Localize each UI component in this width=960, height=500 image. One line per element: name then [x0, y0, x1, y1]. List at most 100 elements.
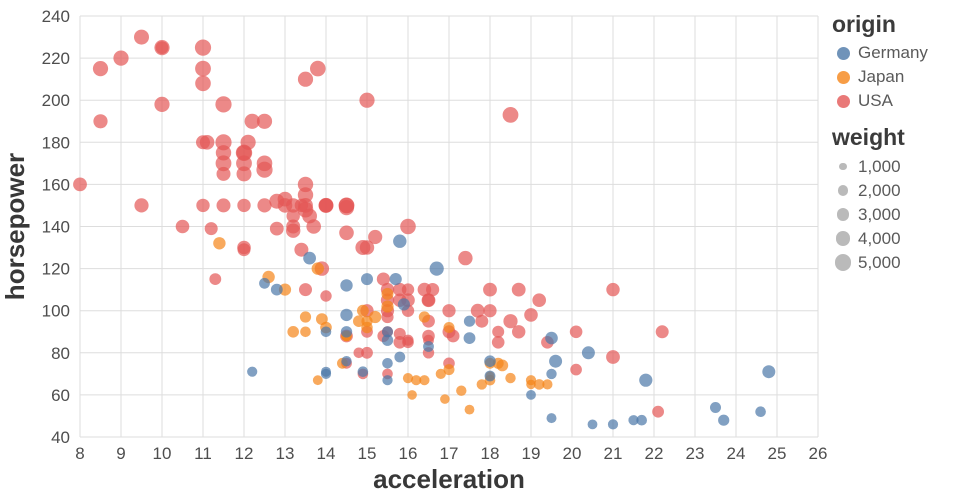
data-point-usa — [417, 282, 432, 297]
data-point-usa — [194, 39, 212, 56]
data-point-japan — [476, 379, 487, 390]
data-point-usa — [175, 219, 190, 234]
x-tick-label: 24 — [727, 444, 746, 463]
data-points — [73, 29, 776, 430]
data-point-germany — [639, 373, 653, 387]
swatch-column — [832, 231, 854, 246]
data-point-japan — [443, 364, 455, 376]
germany-swatch-icon — [836, 46, 850, 60]
data-point-usa — [368, 229, 383, 245]
data-point-usa — [236, 155, 252, 172]
data-point-germany — [340, 326, 353, 338]
data-point-usa — [302, 208, 317, 224]
data-point-germany — [381, 334, 394, 346]
data-point-japan — [311, 262, 324, 275]
data-point-japan — [278, 283, 292, 296]
x-tick-label: 11 — [194, 444, 212, 463]
data-point-usa — [470, 303, 485, 318]
data-point-japan — [361, 321, 373, 334]
x-tick-label: 9 — [116, 444, 125, 463]
data-point-germany — [382, 358, 393, 369]
swatch-column — [832, 70, 854, 84]
data-point-japan — [411, 375, 422, 386]
data-point-usa — [196, 198, 210, 213]
data-point-germany — [546, 413, 557, 424]
y-tick-label: 60 — [51, 386, 70, 405]
y-tick-label: 100 — [42, 302, 70, 321]
data-point-usa — [318, 197, 334, 213]
data-point-germany — [270, 283, 283, 296]
x-tick-label: 19 — [522, 444, 541, 463]
data-point-germany — [393, 234, 407, 248]
data-point-japan — [418, 311, 430, 323]
usa-swatch-icon — [836, 94, 850, 108]
data-point-usa — [320, 290, 332, 302]
x-tick-label: 17 — [440, 444, 459, 463]
weight-legend-title: weight — [832, 124, 905, 151]
size-swatch-5000-icon — [834, 254, 852, 271]
swatch-column — [832, 254, 854, 271]
x-tick-label: 8 — [75, 444, 84, 463]
data-point-germany — [546, 368, 557, 380]
y-tick-label: 200 — [42, 91, 70, 110]
legend-item-japan: Japan — [832, 67, 960, 87]
data-point-usa — [244, 113, 260, 129]
data-point-usa — [286, 209, 300, 223]
data-point-germany — [581, 346, 595, 360]
data-point-japan — [312, 375, 323, 386]
data-point-usa — [393, 282, 407, 297]
legend-item-germany: Germany — [832, 43, 960, 63]
legend-size-label: 2,000 — [858, 180, 901, 200]
data-point-usa — [199, 135, 215, 150]
data-point-germany — [526, 390, 536, 400]
data-point-japan — [542, 379, 553, 390]
data-point-germany — [762, 365, 776, 379]
data-point-usa — [442, 304, 456, 318]
data-point-germany — [607, 419, 619, 430]
data-point-usa — [606, 282, 620, 297]
data-point-germany — [320, 326, 332, 338]
data-point-usa — [402, 334, 414, 346]
data-point-usa — [338, 197, 355, 214]
data-point-usa — [532, 293, 546, 308]
data-point-usa — [524, 308, 538, 322]
data-point-usa — [209, 273, 222, 285]
data-point-usa — [492, 325, 505, 338]
data-point-usa — [155, 41, 169, 54]
legend-size-item-2000: 2,000 — [832, 181, 960, 201]
swatch-column — [832, 46, 854, 60]
data-point-usa — [483, 304, 497, 318]
data-point-japan — [402, 373, 414, 384]
data-point-germany — [718, 414, 730, 426]
data-point-japan — [505, 372, 516, 384]
x-tick-label: 22 — [645, 444, 664, 463]
swatch-column — [832, 208, 854, 221]
data-point-germany — [303, 251, 316, 265]
legend-item-usa: USA — [832, 91, 960, 111]
data-point-usa — [297, 71, 314, 87]
legend: origin Germany Japan USA weight 1,000 2,… — [832, 0, 960, 500]
data-point-germany — [423, 341, 434, 352]
japan-swatch-icon — [836, 70, 850, 84]
data-point-germany — [321, 366, 331, 377]
data-point-usa — [215, 155, 232, 172]
data-point-japan — [353, 315, 365, 328]
data-point-usa — [511, 282, 526, 297]
y-tick-label: 80 — [51, 344, 70, 363]
data-point-germany — [463, 332, 476, 344]
data-point-usa — [204, 222, 218, 236]
x-tick-label: 16 — [399, 444, 418, 463]
data-point-usa — [240, 134, 256, 150]
data-point-germany — [755, 406, 766, 418]
y-tick-label: 220 — [42, 49, 70, 68]
y-axis-tick-labels: 40 60 80 100 120 140 160 180 200 220 240 — [42, 7, 70, 447]
data-point-germany — [397, 298, 410, 311]
data-point-usa — [512, 325, 526, 339]
y-tick-label: 40 — [51, 428, 70, 447]
data-point-usa — [154, 96, 170, 112]
y-tick-label: 240 — [42, 7, 70, 26]
data-point-germany — [340, 308, 353, 322]
data-point-germany — [545, 331, 558, 345]
data-point-germany — [587, 419, 598, 430]
plot-area: 8 9 10 11 12 13 14 15 16 17 18 19 20 21 22 23 24 25 26 40 6… — [0, 7, 827, 494]
